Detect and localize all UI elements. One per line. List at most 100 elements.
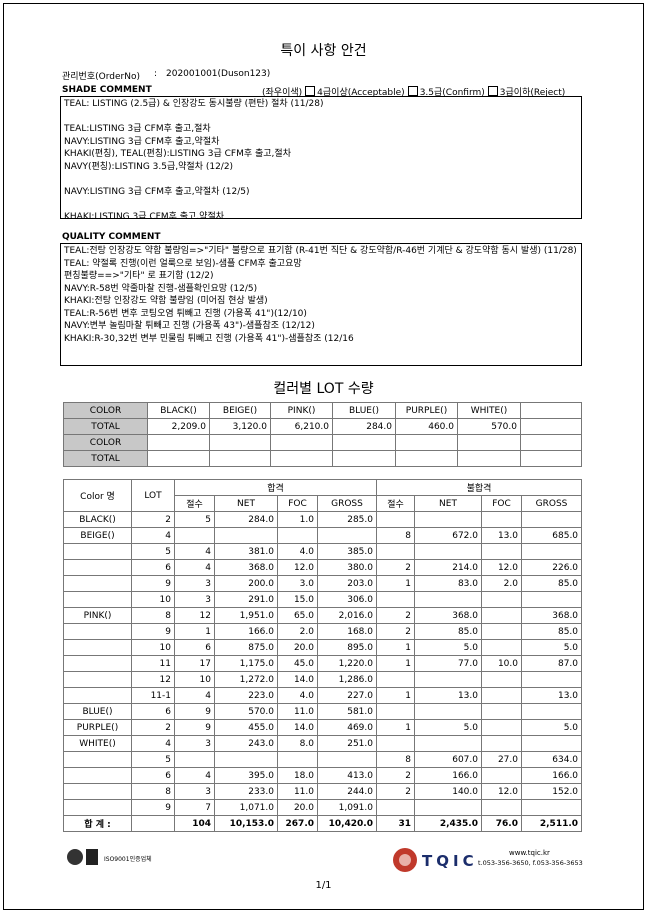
cell: 4.0 <box>277 543 318 560</box>
cell <box>395 434 458 451</box>
cell <box>395 450 458 467</box>
cell <box>317 751 377 768</box>
header: 절수 <box>174 495 215 512</box>
cell: 12.0 <box>481 559 522 576</box>
cell: 10.0 <box>481 655 522 672</box>
url: www.tqic.kr <box>509 849 550 857</box>
cell: 895.0 <box>317 639 377 656</box>
comment-line: NAVY:LISTING 3급 CFM후 출고,약절차 (12/5) <box>64 186 250 197</box>
title: 특이 사항 안건 <box>280 43 367 59</box>
header: Color 명 <box>63 479 132 512</box>
cell: 85.0 <box>414 623 482 640</box>
comment-line: KHAKI:LISTING 3급 CFM후 출고,약절차 <box>64 211 225 219</box>
cell: 385.0 <box>317 543 377 560</box>
cell <box>376 511 415 528</box>
cell: 12 <box>174 607 215 624</box>
cell: 76.0 <box>481 815 522 832</box>
cell: 380.0 <box>317 559 377 576</box>
comment-line: TEAL:LISTING 3급 CFM후 출고,절차 <box>64 124 211 134</box>
header: FOC <box>481 495 522 512</box>
cell: 10 <box>131 639 175 656</box>
cell: 65.0 <box>277 607 318 624</box>
cell: BEIGE() <box>63 527 132 544</box>
cell: 2,209.0 <box>147 418 210 435</box>
cell: 13.0 <box>520 687 583 704</box>
shade-label: SHADE COMMENT <box>62 85 152 95</box>
cell: 4 <box>174 543 215 560</box>
cell: 3 <box>174 575 215 592</box>
cell <box>481 703 522 720</box>
cell: BLUE() <box>332 402 396 419</box>
cell <box>147 434 210 451</box>
checkbox[interactable] <box>305 86 316 96</box>
cell: PURPLE() <box>395 402 458 419</box>
cell: 31 <box>376 815 415 832</box>
header: 불합격 <box>375 479 583 496</box>
cell <box>481 735 522 752</box>
cell: 368.0 <box>520 607 583 624</box>
cell: 5.0 <box>414 639 482 656</box>
cell: 9 <box>174 703 215 720</box>
cell: 1 <box>376 575 415 592</box>
cell: 6,210.0 <box>270 418 333 435</box>
cell: 1 <box>376 655 415 672</box>
cell <box>270 450 333 467</box>
cell <box>414 671 482 688</box>
cell <box>147 450 210 467</box>
cell <box>63 783 132 800</box>
cell: 2 <box>376 623 415 640</box>
brand: TQIC <box>422 852 478 870</box>
cell: 168.0 <box>317 623 377 640</box>
cell <box>481 767 522 784</box>
cell <box>214 751 278 768</box>
comment-line: NAVY(편칭):LISTING 3.5급,약절차 (12/2) <box>64 161 234 172</box>
cell <box>277 751 318 768</box>
row: 5 8 607.0 27.0 634.0 <box>63 751 583 768</box>
checkbox[interactable] <box>487 86 498 96</box>
cell <box>317 527 377 544</box>
row: TOTAL <box>63 450 582 467</box>
cell: 581.0 <box>317 703 377 720</box>
header: NET <box>214 495 278 512</box>
cell <box>414 511 482 528</box>
cell: 2 <box>376 607 415 624</box>
row: BLUE() 6 9 570.0 11.0 581.0 <box>63 703 583 720</box>
cell <box>414 703 482 720</box>
cell: 2.0 <box>481 575 522 592</box>
cell: 27.0 <box>481 751 522 768</box>
row: TOTAL 2,209.0 3,120.0 6,210.0 284.0 460.0 570.… <box>63 418 582 435</box>
row-label: TOTAL <box>63 450 148 467</box>
cell <box>63 591 132 608</box>
row: WHITE() 4 3 243.0 8.0 251.0 <box>63 735 583 752</box>
cell: 87.0 <box>520 655 583 672</box>
comment-line: NAVY:변부 놀림마찰 튀빼고 진행 (가용폭 43")-샘플참조 (12/1… <box>64 321 315 331</box>
cell: 2,016.0 <box>317 607 377 624</box>
comment-line: TEAL:R-56번 변후 코팅오염 튀빼고 진행 (가용폭 41")(12/1… <box>64 308 307 319</box>
comment-line: KHAKI:R-30,32번 변부 민물림 튀빼고 진행 (가용폭 41")-샘… <box>64 333 354 344</box>
cell: 12.0 <box>277 559 318 576</box>
row: 11 17 1,175.0 45.0 1,220.0 1 77.0 10.0 87.0 <box>63 655 583 672</box>
cell: 6 <box>131 767 175 784</box>
page-number: 1/1 <box>315 880 332 891</box>
cell: BLUE() <box>63 703 132 720</box>
cell: 20.0 <box>277 639 318 656</box>
cell: 2,435.0 <box>414 815 482 832</box>
cell: 233.0 <box>214 783 278 800</box>
order-sep: : <box>154 69 158 79</box>
cell: 306.0 <box>317 591 377 608</box>
cell <box>63 543 132 560</box>
cell <box>376 591 415 608</box>
cell <box>332 434 396 451</box>
cell: 13.0 <box>414 687 482 704</box>
shade-box: TEAL: LISTING (2.5급) & 인장강도 동시불량 (편탄) 절차… <box>60 96 582 219</box>
row: COLOR <box>63 434 582 451</box>
cell <box>481 511 522 528</box>
header: NET <box>414 495 482 512</box>
header: 합격 <box>174 479 377 496</box>
cell <box>63 751 132 768</box>
option: 4급이상(Acceptable) <box>317 88 405 98</box>
cell: 395.0 <box>214 767 278 784</box>
cell: 460.0 <box>395 418 458 435</box>
checkbox[interactable] <box>407 86 418 96</box>
cell <box>277 527 318 544</box>
